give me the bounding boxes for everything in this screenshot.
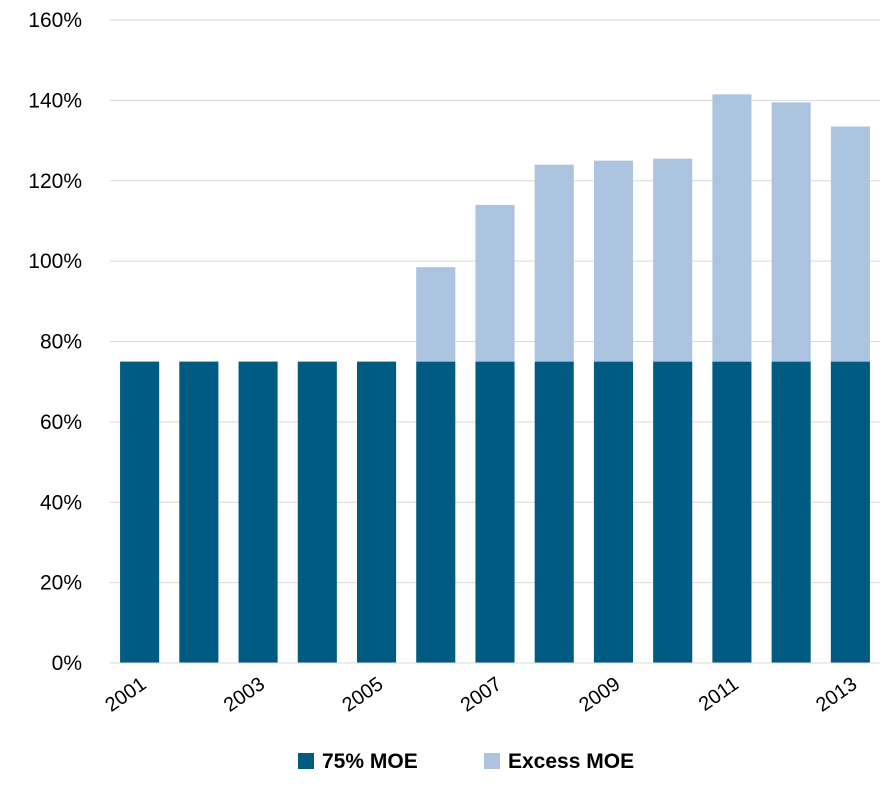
legend-swatch-moe-75 bbox=[298, 753, 314, 769]
legend-label-excess-moe: Excess MOE bbox=[508, 750, 634, 773]
bar-moe-75-2002 bbox=[179, 361, 219, 663]
x-tick-label: 2005 bbox=[338, 673, 387, 717]
y-tick-label: 60% bbox=[40, 411, 82, 434]
x-tick-label: 2011 bbox=[695, 673, 743, 716]
x-tick-label: 2009 bbox=[575, 673, 624, 717]
bar-moe-75-2006 bbox=[416, 361, 456, 663]
bar-excess-moe-2008 bbox=[534, 164, 574, 362]
bar-moe-75-2009 bbox=[593, 361, 634, 663]
bar-excess-moe-2012 bbox=[771, 102, 811, 362]
bar-moe-75-2001 bbox=[120, 361, 160, 663]
legend-swatch-excess-moe bbox=[484, 753, 500, 769]
bar-excess-moe-2011 bbox=[712, 94, 752, 362]
x-tick-label: 2003 bbox=[220, 673, 269, 717]
y-tick-label: 40% bbox=[40, 491, 82, 514]
bar-moe-75-2007 bbox=[475, 361, 515, 663]
y-tick-label: 160% bbox=[28, 9, 82, 32]
bar-moe-75-2012 bbox=[771, 361, 811, 663]
x-tick-label: 2007 bbox=[457, 673, 506, 717]
bar-moe-75-2008 bbox=[534, 361, 574, 663]
bar-moe-75-2003 bbox=[238, 361, 278, 663]
bar-moe-75-2011 bbox=[712, 361, 752, 663]
y-axis-tick-labels: 0% 20% 40% 60% 80% 100% 120% 140% 160% bbox=[28, 9, 82, 675]
bar-excess-moe-2009 bbox=[593, 160, 634, 362]
y-tick-label: 120% bbox=[28, 170, 82, 193]
bar-moe-75-2013 bbox=[830, 361, 870, 663]
y-tick-label: 140% bbox=[28, 89, 82, 112]
x-axis-tick-labels: 2001 2003 2005 2007 2009 2011 2013 bbox=[101, 673, 861, 717]
bar-moe-75-2010 bbox=[653, 361, 693, 663]
bars bbox=[120, 94, 870, 663]
y-tick-label: 0% bbox=[52, 652, 82, 675]
x-tick-label: 2013 bbox=[812, 673, 861, 717]
x-tick-label: 2001 bbox=[101, 673, 150, 717]
bar-excess-moe-2013 bbox=[830, 126, 870, 362]
bar-excess-moe-2010 bbox=[653, 158, 693, 362]
bar-excess-moe-2006 bbox=[416, 267, 456, 362]
legend: 75% MOE Excess MOE bbox=[298, 750, 634, 773]
y-tick-label: 20% bbox=[40, 572, 82, 595]
bar-moe-75-2005 bbox=[356, 361, 397, 663]
bar-moe-75-2004 bbox=[297, 361, 337, 663]
y-tick-label: 80% bbox=[40, 331, 82, 354]
bar-excess-moe-2007 bbox=[475, 204, 515, 362]
y-tick-label: 100% bbox=[28, 250, 82, 273]
legend-label-moe-75: 75% MOE bbox=[322, 750, 418, 773]
